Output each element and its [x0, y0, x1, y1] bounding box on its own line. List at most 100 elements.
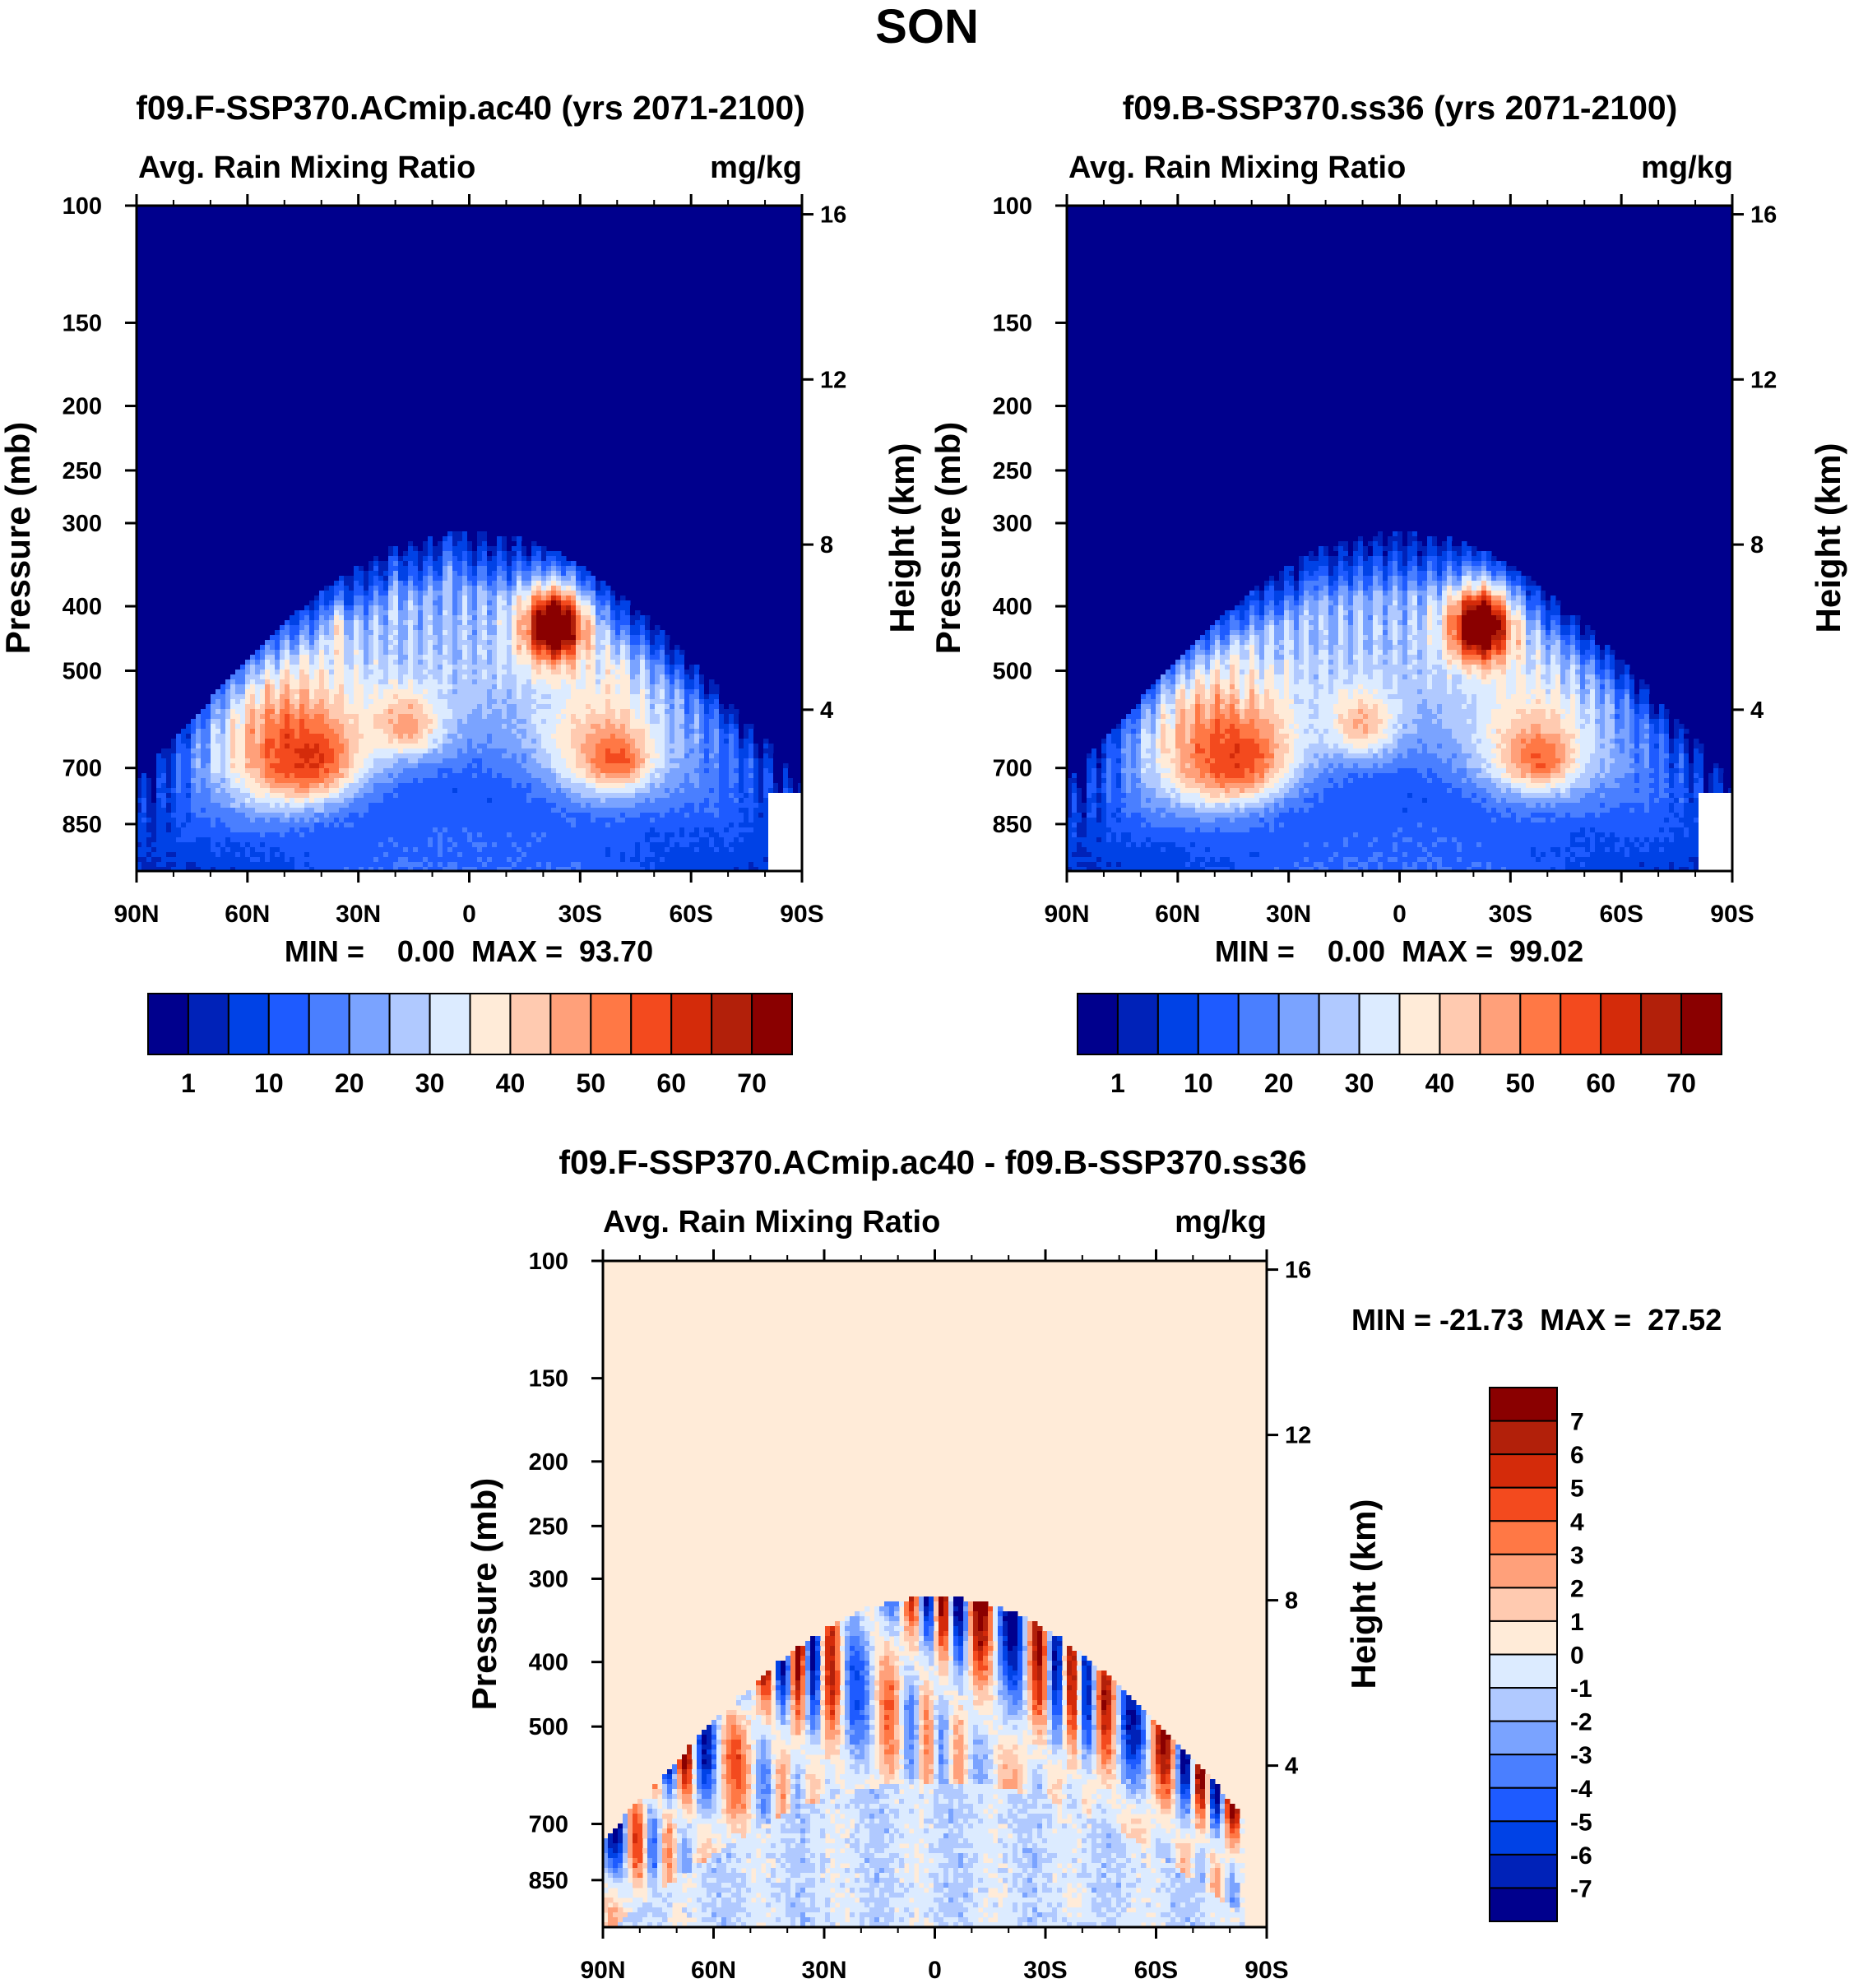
- heat-cell: [793, 773, 799, 779]
- heat-cell: [482, 798, 488, 804]
- heat-cell: [408, 586, 414, 591]
- heat-cell: [433, 600, 438, 606]
- heat-cell: [428, 630, 433, 636]
- heat-cell: [447, 768, 453, 774]
- heat-cell: [423, 783, 429, 789]
- heat-cell: [186, 798, 192, 804]
- heat-cell: [339, 719, 345, 725]
- heat-cell: [596, 694, 601, 700]
- heat-cell: [704, 714, 710, 720]
- heat-cell: [314, 763, 320, 769]
- heat-cell: [364, 679, 369, 685]
- heat-cell: [171, 793, 177, 799]
- heat-cell: [596, 729, 601, 734]
- heat-cell: [492, 694, 498, 700]
- heat-cell: [373, 719, 379, 725]
- heat-cell: [630, 739, 636, 744]
- heat-cell: [368, 581, 374, 586]
- heat-cell: [216, 714, 221, 720]
- heat-cell: [447, 546, 453, 552]
- heat-cell: [438, 758, 443, 764]
- heat-cell: [684, 719, 690, 725]
- heat-cell: [467, 773, 473, 779]
- heat-cell: [211, 783, 216, 789]
- heat-cell: [773, 788, 779, 794]
- heat-cell: [586, 586, 591, 591]
- heat-cell: [477, 719, 483, 725]
- heat-cell: [359, 635, 364, 641]
- heat-cell: [383, 699, 389, 705]
- heat-cell: [388, 591, 394, 596]
- heat-cell: [299, 635, 305, 641]
- heat-cell: [250, 684, 256, 690]
- heat-cell: [615, 674, 621, 680]
- heat-cell: [610, 803, 616, 809]
- heat-cell: [250, 768, 256, 774]
- heat-cell: [477, 576, 483, 582]
- heat-cell: [591, 635, 596, 641]
- heat-cell: [660, 684, 665, 690]
- heat-cell: [270, 689, 276, 695]
- heat-cell: [452, 600, 458, 606]
- heat-cell: [304, 773, 310, 779]
- heat-cell: [581, 640, 586, 646]
- heat-cell: [482, 778, 488, 784]
- heat-cell: [314, 650, 320, 656]
- heat-cell: [443, 709, 448, 715]
- heat-cell: [403, 674, 409, 680]
- heat-cell: [418, 798, 424, 804]
- heat-cell: [265, 640, 271, 646]
- heat-cell: [235, 714, 241, 720]
- heat-cell: [531, 714, 537, 720]
- heat-cell: [665, 679, 670, 685]
- heat-cell: [285, 689, 290, 695]
- heat-cell: [438, 620, 443, 626]
- heat-cell: [531, 748, 537, 754]
- heat-cell: [492, 689, 498, 695]
- heat-cell: [270, 773, 276, 779]
- heat-cell: [674, 704, 680, 710]
- heat-cell: [630, 709, 636, 715]
- heat-cell: [596, 793, 601, 799]
- heat-cell: [176, 773, 182, 779]
- heat-cell: [586, 615, 591, 621]
- heat-cell: [551, 714, 557, 720]
- heat-cell: [235, 763, 241, 769]
- heat-cell: [556, 689, 562, 695]
- heat-cell: [339, 788, 345, 794]
- heat-cell: [280, 650, 285, 656]
- heat-cell: [591, 694, 596, 700]
- heat-cell: [665, 798, 670, 804]
- heat-cell: [773, 798, 779, 804]
- heat-cell: [260, 719, 266, 725]
- heat-cell: [467, 689, 473, 695]
- heat-cell: [571, 645, 577, 651]
- heat-cell: [758, 768, 764, 774]
- heat-cell: [349, 679, 355, 685]
- heat-cell: [275, 758, 280, 764]
- heat-cell: [156, 803, 162, 809]
- heat-cell: [299, 640, 305, 646]
- heat-cell: [250, 670, 256, 675]
- heat-cell: [383, 625, 389, 631]
- heat-cell: [729, 778, 735, 784]
- heat-cell: [729, 768, 735, 774]
- heat-cell: [334, 674, 340, 680]
- heat-cell: [586, 714, 591, 720]
- heat-cell: [240, 670, 246, 675]
- heat-cell: [531, 758, 537, 764]
- heat-cell: [329, 595, 335, 601]
- heat-cell: [191, 729, 197, 734]
- heat-cell: [497, 561, 503, 567]
- heat-cell: [472, 566, 478, 572]
- heat-cell: [235, 729, 241, 734]
- heat-cell: [354, 610, 359, 616]
- heat-cell: [250, 679, 256, 685]
- heat-cell: [605, 655, 611, 660]
- heat-cell: [176, 744, 182, 749]
- heat-cell: [536, 788, 542, 794]
- heat-cell: [645, 689, 651, 695]
- heat-cell: [487, 699, 493, 705]
- heat-cell: [739, 753, 744, 759]
- heat-cell: [694, 793, 700, 799]
